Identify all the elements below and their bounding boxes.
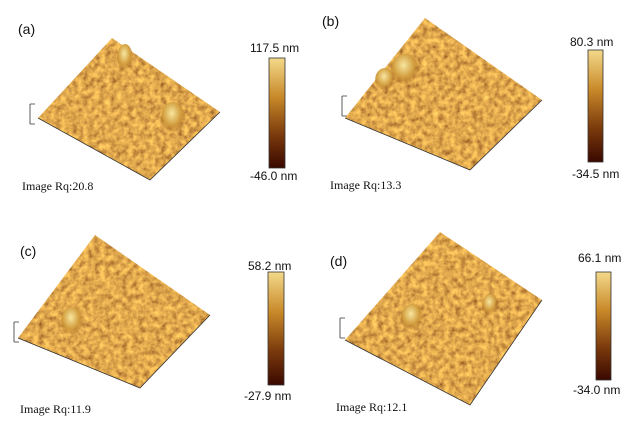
color-bar-max: 80.3 nm: [570, 35, 613, 49]
panel-a: (a) 117.5 nm -46.0 nm Image Rq:20.8: [18, 21, 299, 193]
panel-label: (b): [322, 13, 339, 29]
panel-label: (a): [18, 21, 35, 37]
panel-d: (d) 66.1 nm -34.0 nm Image Rq:12.1: [330, 232, 621, 414]
roughness-label: Image Rq:12.1: [336, 400, 407, 414]
z-axis: [341, 95, 347, 117]
surface-peak: [117, 44, 133, 72]
surface-axis: [37, 111, 221, 181]
panel-b: (b) 80.3 nm -34.5 nm Image Rq:13.3: [322, 13, 619, 192]
panel-label: (d): [330, 253, 347, 269]
surface-axis: [17, 314, 211, 389]
color-bar-min: -34.5 nm: [572, 167, 619, 181]
color-bar: [587, 49, 604, 163]
panel-c: (c) 58.2 nm -27.9 nm Image Rq:11.9: [13, 235, 291, 416]
color-bar-max: 117.5 nm: [250, 41, 299, 55]
surface-axis: [344, 299, 543, 406]
z-axis: [339, 317, 345, 339]
panel-label: (c): [20, 243, 36, 259]
afm-surface: [18, 235, 210, 388]
color-bar-min: -34.0 nm: [573, 383, 620, 397]
roughness-label: Image Rq:20.8: [22, 179, 93, 193]
afm-surface: [345, 18, 542, 170]
surface-peak: [391, 54, 419, 86]
surface-peak: [61, 307, 83, 337]
surface-axis: [344, 99, 543, 171]
color-bar: [268, 57, 286, 169]
surface-peak: [375, 68, 395, 92]
afm-surface: [345, 232, 542, 405]
color-bar: [595, 271, 612, 381]
surface-peak: [401, 304, 423, 332]
roughness-label: Image Rq:13.3: [330, 178, 401, 192]
z-axis: [29, 103, 35, 125]
z-axis: [13, 321, 19, 343]
color-bar-max: 66.1 nm: [578, 251, 621, 265]
afm-surface: [38, 38, 220, 180]
surface-peak: [161, 102, 185, 134]
surface-peak: [482, 294, 498, 316]
color-bar-min: -27.9 nm: [244, 389, 291, 403]
color-bar: [267, 271, 285, 386]
roughness-label: Image Rq:11.9: [20, 402, 91, 416]
color-bar-max: 58.2 nm: [248, 259, 291, 273]
color-bar-min: -46.0 nm: [250, 169, 297, 183]
